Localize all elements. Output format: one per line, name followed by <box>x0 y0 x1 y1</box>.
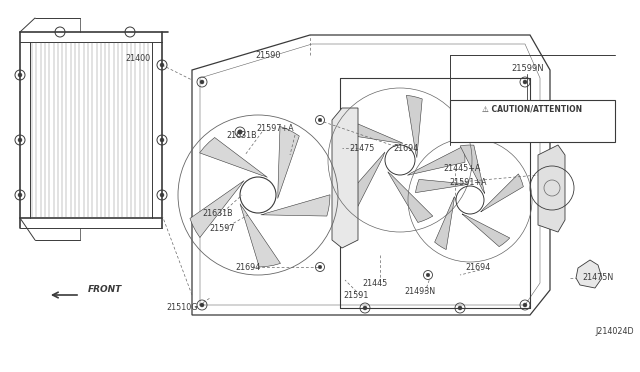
Circle shape <box>318 265 322 269</box>
Text: 21631B: 21631B <box>227 131 257 140</box>
Text: FRONT: FRONT <box>88 285 122 295</box>
Polygon shape <box>190 181 244 237</box>
Polygon shape <box>406 95 422 158</box>
Polygon shape <box>200 138 268 177</box>
Polygon shape <box>415 179 468 193</box>
Text: 21591: 21591 <box>343 291 369 299</box>
Polygon shape <box>481 174 524 212</box>
Polygon shape <box>240 204 280 267</box>
Polygon shape <box>538 145 565 232</box>
Text: J214024D: J214024D <box>596 327 634 337</box>
Text: 21694: 21694 <box>394 144 419 153</box>
Circle shape <box>458 306 462 310</box>
Text: 21599N: 21599N <box>511 64 544 73</box>
Bar <box>450 100 615 142</box>
Circle shape <box>238 130 242 134</box>
Polygon shape <box>346 152 385 209</box>
Circle shape <box>200 303 204 307</box>
Circle shape <box>18 138 22 142</box>
Circle shape <box>426 273 430 277</box>
Circle shape <box>523 80 527 84</box>
Polygon shape <box>460 145 484 193</box>
Text: 21591+A: 21591+A <box>449 177 487 186</box>
Circle shape <box>160 193 164 197</box>
Text: 21590: 21590 <box>255 51 281 60</box>
Text: 21694: 21694 <box>236 263 260 273</box>
Polygon shape <box>340 120 403 143</box>
Text: 21445+A: 21445+A <box>444 164 481 173</box>
Polygon shape <box>576 260 602 288</box>
Text: 21597+A: 21597+A <box>256 124 294 132</box>
Polygon shape <box>462 214 510 247</box>
Circle shape <box>200 80 204 84</box>
Polygon shape <box>278 126 300 199</box>
Circle shape <box>18 73 22 77</box>
Circle shape <box>318 118 322 122</box>
Text: 21510G: 21510G <box>166 304 198 312</box>
Polygon shape <box>408 146 465 175</box>
Text: 21475N: 21475N <box>582 273 614 282</box>
Polygon shape <box>388 172 433 222</box>
Text: 21493N: 21493N <box>404 288 436 296</box>
Circle shape <box>160 63 164 67</box>
Circle shape <box>363 306 367 310</box>
Polygon shape <box>332 108 358 248</box>
Polygon shape <box>260 195 330 216</box>
Text: 21597: 21597 <box>209 224 235 232</box>
Text: 21694: 21694 <box>465 263 491 273</box>
Polygon shape <box>435 197 454 250</box>
Text: 21631B: 21631B <box>203 208 234 218</box>
Text: 21445: 21445 <box>362 279 388 288</box>
Text: 21475: 21475 <box>349 144 374 153</box>
Circle shape <box>18 193 22 197</box>
Circle shape <box>160 138 164 142</box>
Text: ⚠ CAUTION/ATTENTION: ⚠ CAUTION/ATTENTION <box>483 105 582 114</box>
Text: 21400: 21400 <box>125 54 150 62</box>
Circle shape <box>523 303 527 307</box>
